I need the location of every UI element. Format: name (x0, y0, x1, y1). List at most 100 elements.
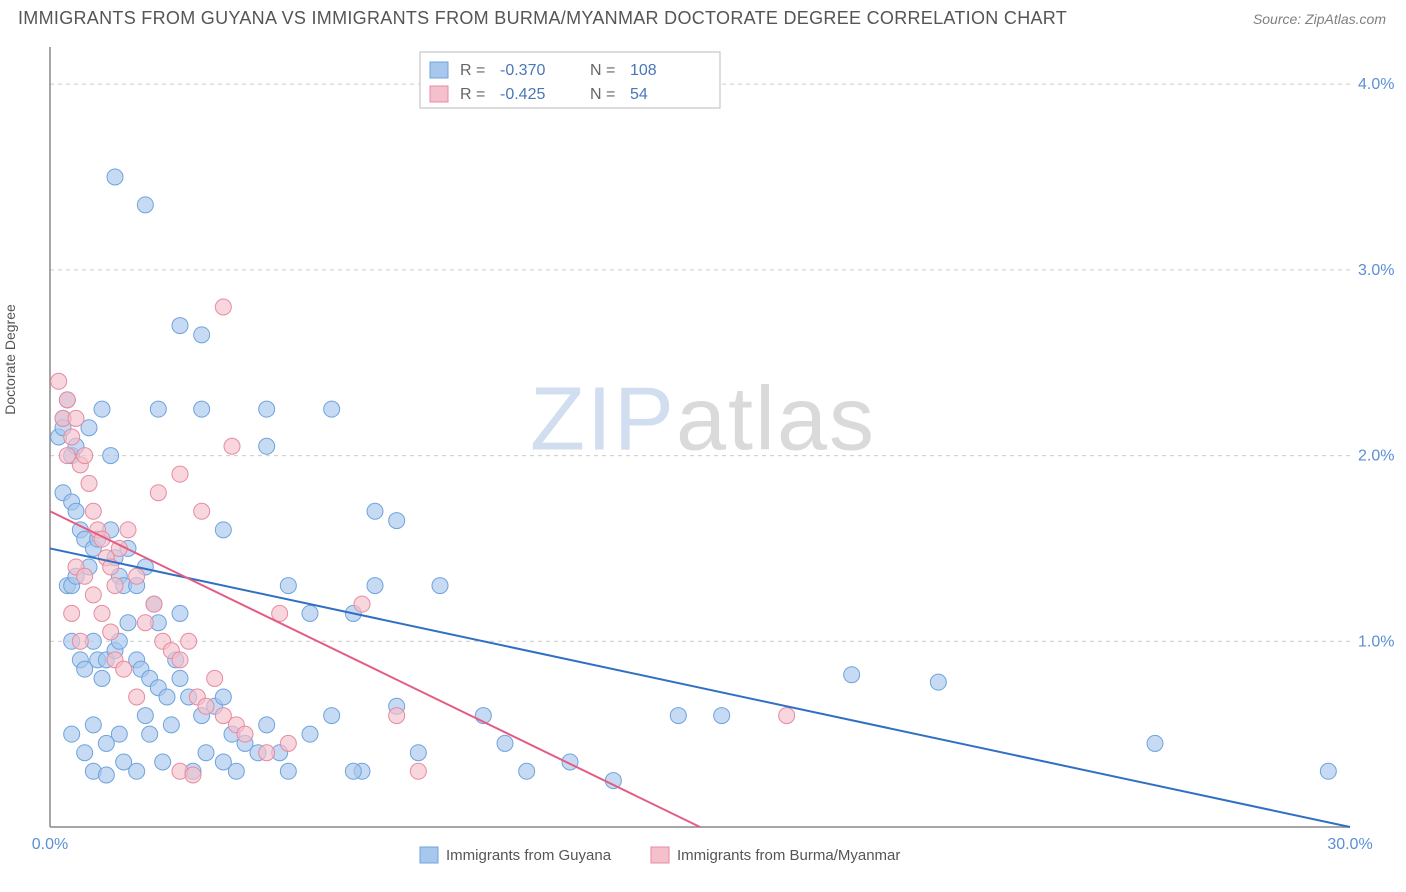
data-point (116, 661, 132, 677)
data-point (64, 429, 80, 445)
data-point (155, 754, 171, 770)
legend-label: Immigrants from Burma/Myanmar (677, 847, 900, 864)
svg-text:N =: N = (590, 62, 615, 79)
data-point (280, 735, 296, 751)
svg-text:N =: N = (590, 86, 615, 103)
data-point (237, 726, 253, 742)
data-point (215, 522, 231, 538)
data-point (354, 596, 370, 612)
data-point (129, 689, 145, 705)
svg-text:4.0%: 4.0% (1358, 76, 1394, 93)
svg-text:0.0%: 0.0% (32, 836, 68, 853)
data-point (410, 745, 426, 761)
data-point (94, 401, 110, 417)
data-point (302, 605, 318, 621)
data-point (198, 698, 214, 714)
data-point (72, 633, 88, 649)
data-point (215, 299, 231, 315)
legend-swatch (420, 847, 438, 863)
legend-label: Immigrants from Guyana (446, 847, 612, 864)
data-point (497, 735, 513, 751)
data-point (410, 763, 426, 779)
data-point (670, 708, 686, 724)
data-point (94, 605, 110, 621)
data-point (259, 401, 275, 417)
data-point (94, 670, 110, 686)
data-point (207, 670, 223, 686)
data-point (519, 763, 535, 779)
data-point (259, 745, 275, 761)
data-point (930, 674, 946, 690)
svg-text:108: 108 (630, 62, 657, 79)
svg-text:1.0%: 1.0% (1358, 633, 1394, 650)
data-point (172, 466, 188, 482)
data-point (1147, 735, 1163, 751)
data-point (163, 717, 179, 733)
data-point (172, 670, 188, 686)
header: IMMIGRANTS FROM GUYANA VS IMMIGRANTS FRO… (0, 0, 1406, 37)
data-point (605, 773, 621, 789)
data-point (85, 503, 101, 519)
data-point (779, 708, 795, 724)
data-point (345, 763, 361, 779)
svg-text:-0.425: -0.425 (500, 86, 545, 103)
data-point (103, 624, 119, 640)
data-point (367, 503, 383, 519)
data-point (185, 767, 201, 783)
data-point (107, 578, 123, 594)
data-point (103, 448, 119, 464)
data-point (389, 513, 405, 529)
data-point (259, 438, 275, 454)
data-point (302, 726, 318, 742)
data-point (844, 667, 860, 683)
data-point (59, 392, 75, 408)
data-point (324, 708, 340, 724)
data-point (146, 596, 162, 612)
data-point (280, 578, 296, 594)
data-point (81, 475, 97, 491)
data-point (224, 438, 240, 454)
trend-line (50, 548, 1350, 827)
data-point (194, 503, 210, 519)
chart-area: Doctorate Degree ZIPatlas 1.0%2.0%3.0%4.… (0, 37, 1406, 887)
data-point (150, 485, 166, 501)
data-point (129, 763, 145, 779)
data-point (172, 652, 188, 668)
data-point (367, 578, 383, 594)
data-point (389, 708, 405, 724)
data-point (137, 197, 153, 213)
data-point (137, 708, 153, 724)
data-point (77, 448, 93, 464)
data-point (280, 763, 296, 779)
data-point (1320, 763, 1336, 779)
y-axis-label: Doctorate Degree (2, 304, 18, 415)
svg-text:-0.370: -0.370 (500, 62, 545, 79)
data-point (129, 568, 145, 584)
data-point (198, 745, 214, 761)
data-point (432, 578, 448, 594)
data-point (85, 587, 101, 603)
data-point (107, 169, 123, 185)
data-point (215, 754, 231, 770)
data-point (120, 522, 136, 538)
data-point (172, 605, 188, 621)
data-point (137, 615, 153, 631)
data-point (150, 401, 166, 417)
svg-text:2.0%: 2.0% (1358, 448, 1394, 465)
data-point (714, 708, 730, 724)
scatter-plot: 1.0%2.0%3.0%4.0%0.0%30.0%R =-0.370N =108… (0, 37, 1406, 887)
chart-title: IMMIGRANTS FROM GUYANA VS IMMIGRANTS FRO… (18, 8, 1067, 29)
data-point (85, 717, 101, 733)
data-point (215, 689, 231, 705)
data-point (98, 767, 114, 783)
svg-text:R =: R = (460, 86, 485, 103)
data-point (68, 410, 84, 426)
data-point (51, 373, 67, 389)
svg-text:3.0%: 3.0% (1358, 262, 1394, 279)
data-point (142, 726, 158, 742)
data-point (77, 568, 93, 584)
svg-text:R =: R = (460, 62, 485, 79)
data-point (77, 745, 93, 761)
data-point (64, 726, 80, 742)
data-point (324, 401, 340, 417)
